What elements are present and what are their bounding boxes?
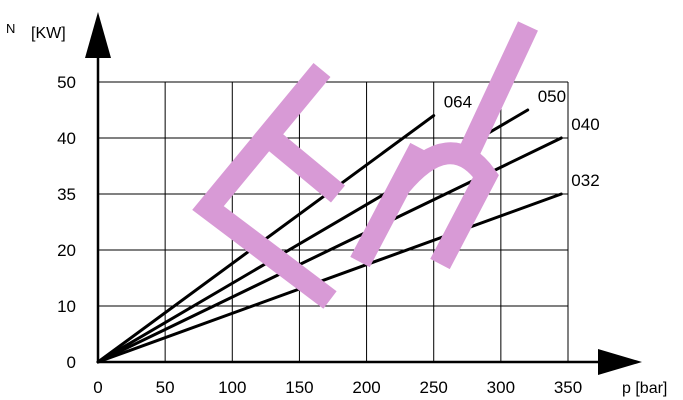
chart-series [96,108,563,364]
series-labels: 064 050 040 032 [444,87,600,190]
x-tick-label: 250 [420,378,448,397]
x-axis-title: p [bar] [622,380,667,397]
y-axis-symbol: N [6,21,15,36]
series-label-050: 050 [538,87,566,106]
y-axis-arrow [85,12,111,58]
x-tick-label: 100 [218,378,246,397]
y-tick-label: 20 [57,241,76,260]
chart-axes [85,12,642,375]
y-tick-label: 0 [67,353,76,372]
watermark-stroke [192,62,346,309]
x-tick-label: 150 [285,378,313,397]
series-label-040: 040 [571,115,599,134]
x-tick-label: 350 [554,378,582,397]
y-tick-label: 35 [57,185,76,204]
y-tick-label: 10 [57,297,76,316]
watermark [192,21,538,309]
watermark-stroke [460,21,538,155]
series-line-032 [96,192,563,364]
x-tick-label: 0 [93,378,102,397]
x-tick-labels: 0 50 100 150 200 250 300 350 [93,378,582,397]
series-label-064: 064 [444,93,472,112]
watermark-stroke [350,142,499,270]
series-label-032: 032 [571,171,599,190]
y-tick-labels: 0 10 20 35 40 50 [57,73,76,372]
y-tick-label: 50 [57,73,76,92]
y-tick-label: 40 [57,129,76,148]
x-tick-label: 200 [352,378,380,397]
x-axis-arrow [598,349,642,375]
x-tick-label: 50 [156,378,175,397]
y-axis-unit: [KW] [31,25,66,42]
x-tick-label: 300 [487,378,515,397]
